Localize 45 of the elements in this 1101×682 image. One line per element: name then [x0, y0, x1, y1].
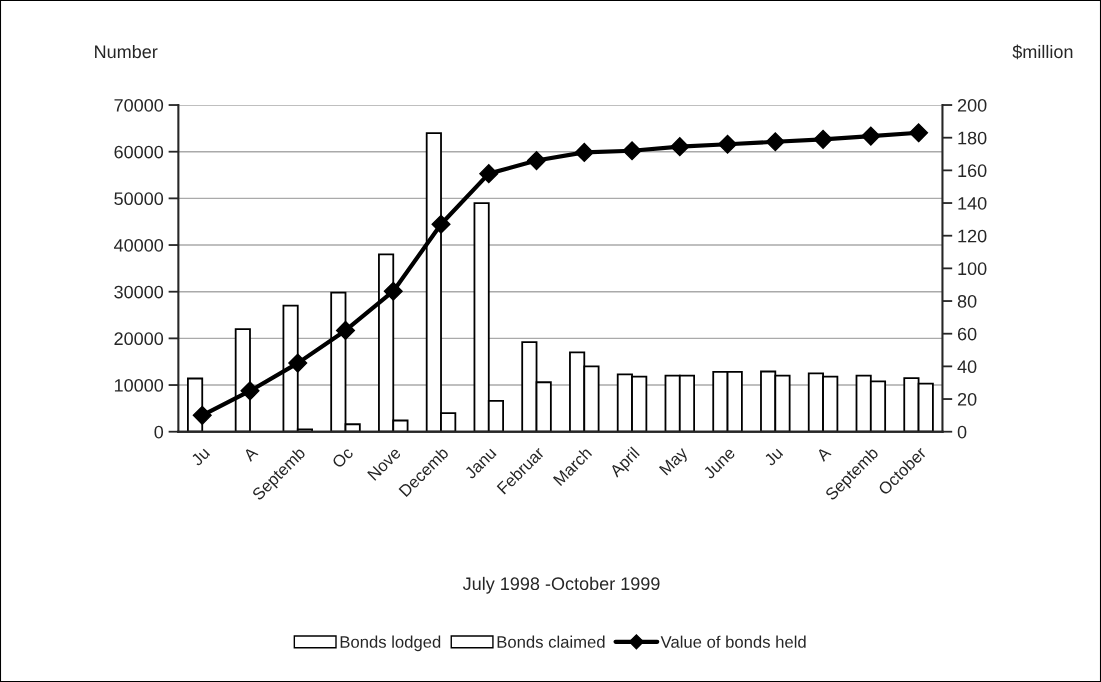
y-tick-label: 50000 — [114, 192, 164, 206]
x-axis-title: July 1998 -October 1999 — [462, 576, 660, 594]
legend-label: Bonds claimed — [497, 635, 605, 648]
point — [288, 353, 308, 373]
point — [909, 123, 929, 143]
y-tick-label: 60000 — [114, 145, 164, 159]
point — [813, 129, 833, 149]
point — [718, 134, 738, 154]
legend-label: Value of bonds held — [660, 635, 806, 648]
x-tick-label: Ju — [763, 446, 784, 467]
point — [622, 141, 642, 161]
y-tick-label: 10000 — [114, 378, 164, 392]
y2-tick-label: 0 — [957, 425, 967, 439]
y-tick-label: 70000 — [114, 98, 164, 112]
y2-tick-label: 100 — [958, 262, 987, 276]
y-tick-label: 0 — [154, 425, 164, 439]
point — [574, 142, 594, 162]
y-tick-label: 20000 — [114, 332, 164, 346]
point — [192, 405, 212, 425]
point — [479, 164, 499, 184]
y2-tick-label: 20 — [957, 392, 977, 406]
point — [526, 151, 547, 171]
x-tick-label: Oc — [331, 446, 354, 469]
y2-tick-label: 160 — [958, 164, 987, 178]
y2-tick-label: 180 — [958, 131, 987, 145]
legend-label: Bonds lodged — [340, 635, 441, 652]
point — [240, 381, 260, 401]
y2-tick-label: 200 — [957, 98, 987, 112]
y-tick-label: 40000 — [113, 238, 164, 252]
point — [335, 320, 356, 340]
point — [765, 132, 785, 152]
y-tick-label: 30000 — [114, 285, 164, 299]
y-axis-title: Number — [95, 44, 158, 59]
point — [383, 281, 403, 301]
y2-tick-label: 80 — [957, 294, 977, 308]
y2-axis-title: $million — [1012, 44, 1073, 60]
y2-tick-label: 140 — [958, 196, 987, 210]
x-tick-label: Ju — [190, 446, 211, 467]
x-tick-label: May — [658, 446, 691, 478]
y2-tick-label: 120 — [958, 229, 987, 243]
point — [670, 137, 690, 157]
y2-tick-label: 60 — [957, 327, 977, 341]
point — [861, 126, 881, 146]
y2-tick-label: 40 — [957, 360, 977, 374]
point — [431, 214, 451, 234]
